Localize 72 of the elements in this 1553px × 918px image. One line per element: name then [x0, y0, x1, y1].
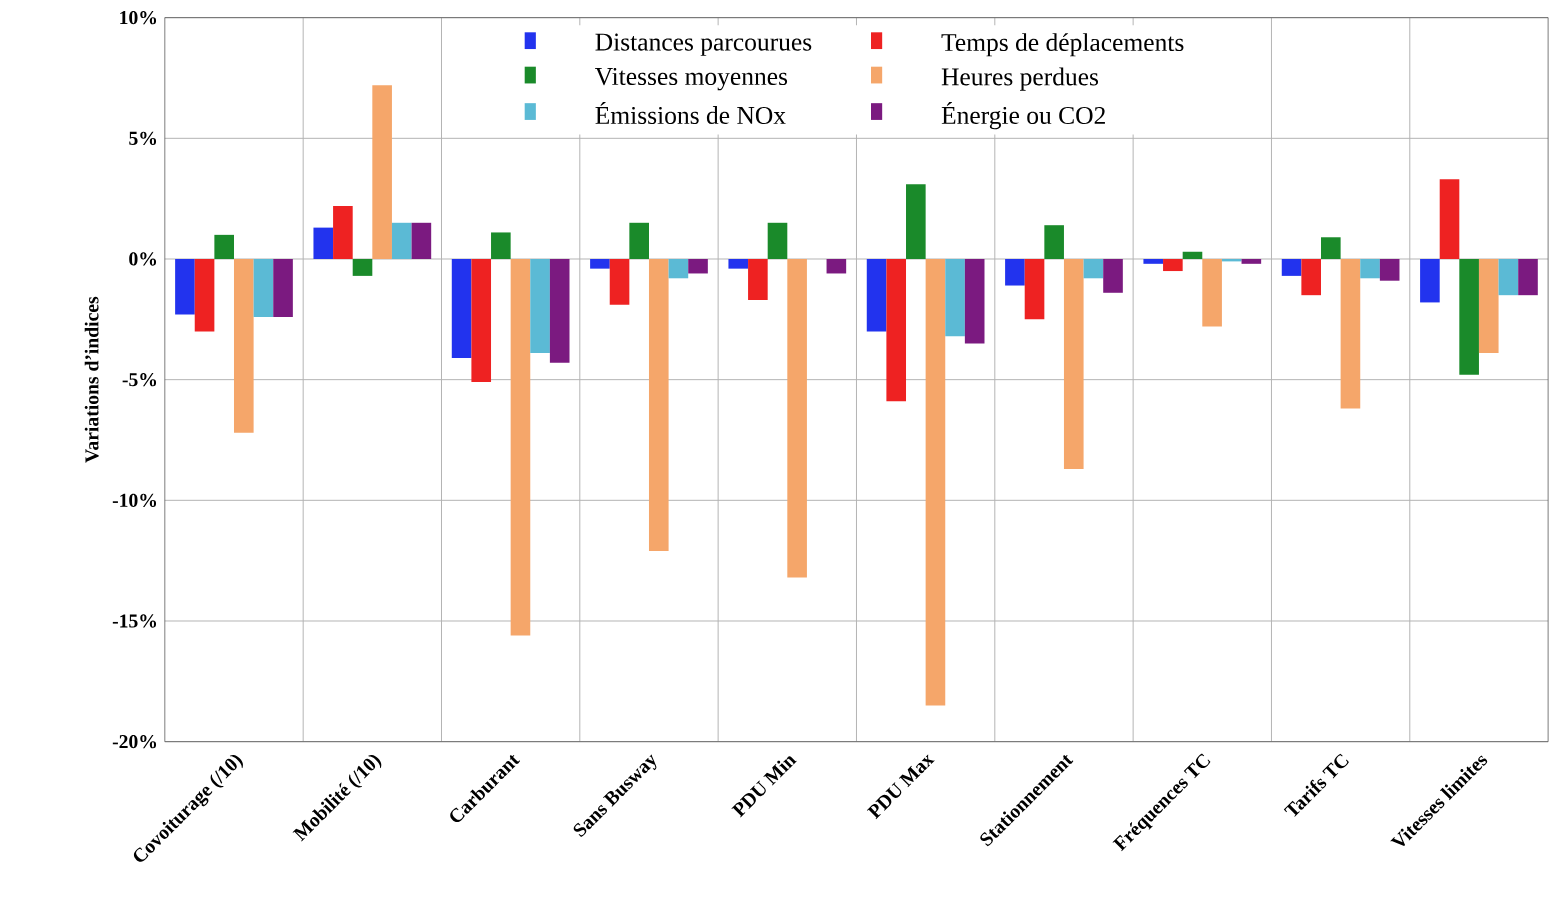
bar — [767, 222, 788, 259]
bar — [1321, 237, 1341, 259]
bar — [175, 258, 195, 315]
bar — [352, 258, 373, 276]
bar — [1439, 179, 1460, 259]
bar — [748, 258, 768, 300]
bar — [530, 258, 550, 353]
y-axis-title: Variations d’indices — [84, 296, 99, 463]
legend-label: Vitesses moyennes — [595, 67, 788, 91]
y-tick-label: 5% — [129, 131, 157, 145]
bar — [333, 205, 353, 259]
y-tick-label: -20% — [112, 734, 157, 749]
bar — [1182, 251, 1203, 259]
bar — [1420, 258, 1440, 303]
y-tick-label: -15% — [112, 614, 157, 628]
bar — [451, 258, 472, 358]
bar — [925, 258, 946, 706]
y-tick-label: -5% — [122, 372, 157, 387]
bar — [1518, 258, 1538, 296]
bar — [549, 258, 570, 363]
bar — [866, 258, 887, 332]
bar — [491, 232, 511, 259]
bar — [886, 258, 907, 402]
bar — [372, 85, 392, 259]
bar — [1163, 258, 1183, 271]
bar — [1459, 258, 1479, 375]
legend-label: Heures perdues — [941, 67, 1099, 91]
bar — [1143, 258, 1164, 264]
bar — [648, 258, 669, 551]
bar — [590, 258, 610, 269]
bar — [273, 258, 293, 317]
bar — [787, 258, 807, 578]
bar — [1202, 258, 1222, 327]
legend-label: Temps de déplacements — [941, 33, 1184, 57]
y-tick-label: 10% — [120, 10, 157, 25]
bar — [411, 222, 432, 259]
bar — [253, 258, 274, 317]
bar — [1281, 258, 1302, 276]
bar — [233, 258, 254, 433]
bar — [688, 258, 708, 274]
bar — [609, 258, 630, 305]
legend-label: Distances parcourues — [595, 33, 812, 56]
bar — [471, 258, 492, 382]
bar — [668, 258, 689, 279]
bar — [1241, 258, 1262, 264]
bar — [1024, 258, 1045, 320]
bar — [1340, 258, 1361, 409]
bar — [214, 234, 234, 259]
bar — [391, 222, 412, 259]
bar — [1005, 258, 1025, 286]
bar — [728, 258, 749, 269]
bar — [826, 258, 847, 274]
bar — [1498, 258, 1519, 296]
legend-label: Énergie ou CO2 — [941, 101, 1105, 130]
bar — [945, 258, 965, 337]
bar — [629, 222, 649, 259]
y-tick-label: 0% — [129, 252, 157, 266]
y-tick-label: -10% — [112, 493, 157, 507]
bar — [964, 258, 985, 344]
bar — [906, 184, 926, 259]
legend-label: Émissions de NOx — [595, 101, 786, 124]
bar — [194, 258, 215, 332]
bar — [1063, 258, 1084, 469]
bar — [1379, 258, 1400, 281]
bar — [1478, 258, 1499, 353]
bar — [510, 258, 531, 636]
bar — [1301, 258, 1321, 296]
bar — [1044, 225, 1064, 259]
bar — [313, 227, 334, 259]
bar — [1360, 258, 1380, 279]
bar — [1083, 258, 1104, 279]
bar — [1103, 258, 1123, 293]
